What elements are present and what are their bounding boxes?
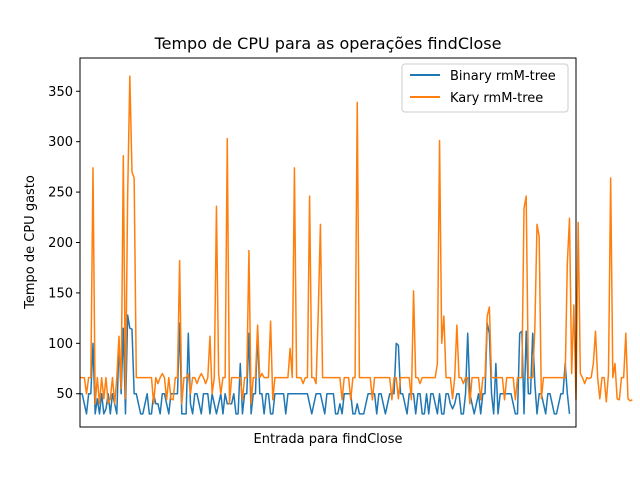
- chart-title: Tempo de CPU para as operações findClose: [154, 34, 502, 53]
- legend: Binary rmM-tree Kary rmM-tree: [401, 63, 569, 113]
- series-line-kary: [80, 75, 633, 405]
- x-axis-label: Entrada para findClose: [254, 432, 403, 447]
- legend-label-binary: Binary rmM-tree: [450, 69, 556, 84]
- legend-box: [401, 63, 569, 113]
- y-tick-label: 250: [48, 186, 73, 201]
- y-axis-label: Tempo de CPU gasto: [23, 175, 38, 310]
- y-tick-label: 300: [48, 135, 73, 150]
- y-tick-label: 50: [56, 387, 73, 402]
- legend-label-kary: Kary rmM-tree: [450, 91, 543, 106]
- series-layer: [80, 75, 633, 415]
- y-tick-label: 350: [48, 85, 73, 100]
- y-axis: 50 100 150 200 250 300 350: [48, 85, 80, 402]
- y-tick-label: 150: [48, 286, 73, 301]
- y-tick-label: 200: [48, 236, 73, 251]
- y-tick-label: 100: [48, 337, 73, 352]
- series-line-binary: [80, 314, 571, 415]
